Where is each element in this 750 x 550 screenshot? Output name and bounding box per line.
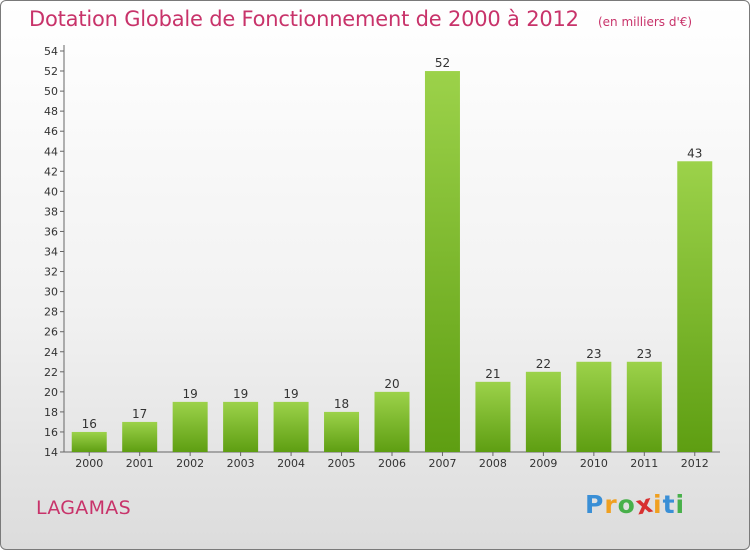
logo-letter: t xyxy=(662,490,676,519)
y-tick-label: 22 xyxy=(44,366,58,379)
bar xyxy=(172,401,208,452)
proxiti-logo: Proxiti xyxy=(585,489,686,521)
y-tick-label: 40 xyxy=(44,185,58,198)
y-tick-label: 20 xyxy=(44,386,58,399)
data-label: 22 xyxy=(536,357,551,371)
x-tick-label: 2002 xyxy=(176,457,204,470)
y-tick-label: 34 xyxy=(44,246,58,259)
chart-subtitle: (en milliers d'€) xyxy=(597,15,693,29)
data-label: 19 xyxy=(283,387,298,401)
y-tick-label: 36 xyxy=(44,225,58,238)
y-tick-label: 52 xyxy=(44,65,58,78)
title-row: Dotation Globale de Fonctionnement de 20… xyxy=(29,7,692,31)
data-label: 43 xyxy=(687,146,702,160)
x-tick-label: 2008 xyxy=(479,457,507,470)
bar xyxy=(71,431,107,452)
y-tick-label: 32 xyxy=(44,266,58,279)
x-tick-label: 2012 xyxy=(681,457,709,470)
y-tick-label: 44 xyxy=(44,145,58,158)
x-tick-label: 2010 xyxy=(580,457,608,470)
y-tick-label: 30 xyxy=(44,286,58,299)
y-tick-label: 38 xyxy=(44,205,58,218)
bar xyxy=(273,401,309,452)
data-label: 21 xyxy=(485,367,500,381)
commune-name: LAGAMAS xyxy=(36,497,131,519)
y-tick-label: 26 xyxy=(44,326,58,339)
bar xyxy=(626,361,662,452)
data-label: 23 xyxy=(637,347,652,361)
bar xyxy=(677,161,713,452)
x-tick-label: 2009 xyxy=(529,457,557,470)
data-label: 52 xyxy=(435,56,450,70)
y-tick-label: 54 xyxy=(44,45,58,58)
logo-letter: i xyxy=(675,490,686,519)
bar xyxy=(122,421,158,452)
y-tick-label: 14 xyxy=(44,446,58,459)
bar xyxy=(475,381,511,452)
bar xyxy=(424,71,460,453)
x-tick-label: 2003 xyxy=(227,457,255,470)
logo-letter: r xyxy=(604,490,618,519)
y-tick-label: 16 xyxy=(44,426,58,439)
x-tick-label: 2004 xyxy=(277,457,305,470)
chart-title: Dotation Globale de Fonctionnement de 20… xyxy=(29,7,579,31)
y-tick-label: 24 xyxy=(44,346,58,359)
data-label: 19 xyxy=(233,387,248,401)
data-label: 16 xyxy=(82,417,97,431)
data-label: 19 xyxy=(183,387,198,401)
bar xyxy=(576,361,612,452)
data-label: 20 xyxy=(384,377,399,391)
logo-letter: i xyxy=(653,490,663,519)
data-label: 17 xyxy=(132,407,147,421)
x-tick-label: 2007 xyxy=(428,457,456,470)
y-tick-label: 28 xyxy=(44,306,58,319)
y-tick-label: 46 xyxy=(44,125,58,138)
data-label: 18 xyxy=(334,397,349,411)
y-tick-label: 18 xyxy=(44,406,58,419)
x-tick-label: 2011 xyxy=(630,457,658,470)
x-tick-label: 2000 xyxy=(75,457,103,470)
data-label: 23 xyxy=(586,347,601,361)
y-tick-label: 48 xyxy=(44,105,58,118)
logo-letter: P xyxy=(585,490,605,519)
bar xyxy=(223,401,259,452)
y-tick-label: 42 xyxy=(44,165,58,178)
bar xyxy=(525,371,561,452)
bar xyxy=(374,391,410,452)
x-tick-label: 2001 xyxy=(126,457,154,470)
bar xyxy=(324,411,360,452)
x-tick-label: 2006 xyxy=(378,457,406,470)
x-tick-label: 2005 xyxy=(328,457,356,470)
y-tick-label: 50 xyxy=(44,85,58,98)
logo-letter: o xyxy=(617,490,636,519)
